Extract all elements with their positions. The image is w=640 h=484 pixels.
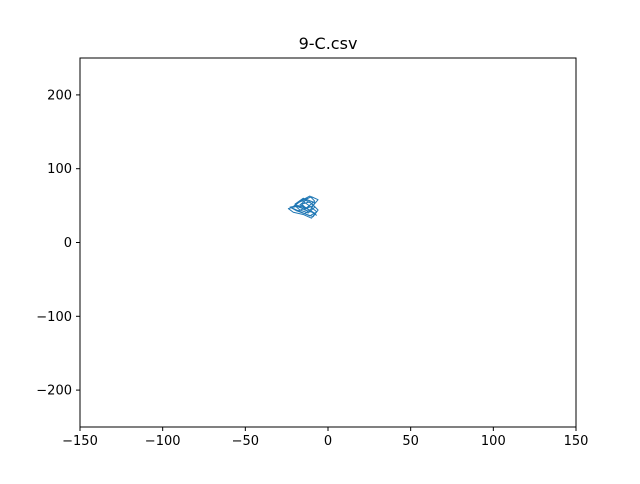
axes-frame <box>79 57 577 428</box>
chart-title: 9-C.csv <box>299 34 358 53</box>
y-axis: −200 −100 0 100 200 <box>36 88 80 399</box>
x-tick-label: −50 <box>232 434 259 449</box>
x-tick-label: −100 <box>145 434 181 449</box>
y-tick-label: 0 <box>64 236 72 251</box>
x-tick-label: 50 <box>402 434 419 449</box>
x-tick-label: −150 <box>62 434 98 449</box>
plot-area <box>287 195 319 219</box>
y-tick-label: −100 <box>36 310 72 325</box>
y-tick-label: 100 <box>47 162 72 177</box>
y-tick-label: 200 <box>47 88 72 103</box>
series-line-0 <box>287 195 319 219</box>
x-tick-label: 150 <box>564 434 589 449</box>
x-tick-label: 0 <box>324 434 332 449</box>
x-axis: −150 −100 −50 0 50 100 150 <box>62 427 588 449</box>
x-tick-label: 100 <box>481 434 506 449</box>
y-tick-label: −200 <box>36 384 72 399</box>
